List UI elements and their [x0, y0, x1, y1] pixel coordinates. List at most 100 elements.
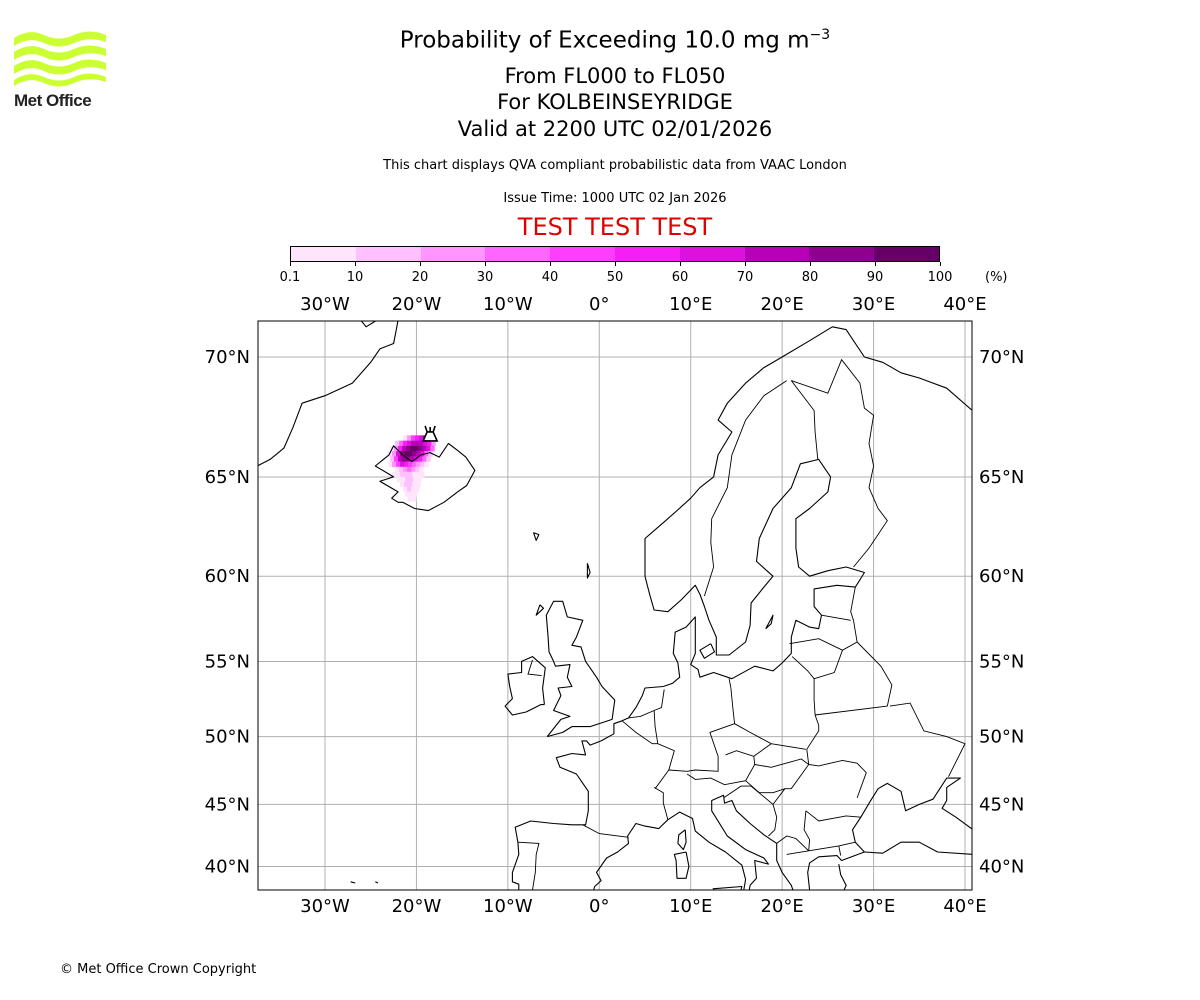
probability-cell — [415, 435, 420, 442]
country-border — [703, 380, 787, 597]
probability-cell — [403, 466, 408, 473]
colorbar-tick-label: 0.1 — [279, 270, 301, 285]
colorbar-tick-label: 80 — [801, 270, 819, 285]
probability-cell — [416, 451, 421, 457]
probability-cell — [399, 466, 404, 473]
coastline — [765, 614, 774, 630]
probability-cell — [408, 496, 413, 502]
lon-tick-label-top: 0° — [589, 294, 609, 315]
country-border — [621, 720, 658, 745]
country-border — [889, 702, 966, 777]
lon-tick-label-top: 20°E — [761, 294, 804, 315]
probability-cell — [415, 466, 420, 473]
country-border — [803, 810, 811, 851]
colorbar-tick-label: 70 — [736, 270, 754, 285]
probability-cell — [415, 486, 420, 492]
colorbar-bin — [614, 247, 680, 261]
probability-cell — [409, 491, 414, 497]
lat-tick-label-left: 50°N — [205, 727, 250, 748]
chart-title: Probability of Exceeding 10.0 mg m−3 — [0, 27, 1200, 54]
probability-cell — [426, 456, 431, 462]
country-border — [790, 380, 819, 460]
country-border — [821, 614, 851, 621]
colorbar-tick-label: 20 — [411, 270, 429, 285]
country-border — [728, 678, 732, 689]
lon-tick-label-top: 20°W — [392, 294, 442, 315]
coastline — [677, 829, 687, 851]
country-border — [786, 841, 856, 855]
country-border — [754, 758, 809, 768]
probability-cell — [411, 435, 416, 442]
probability-cell — [416, 481, 421, 488]
colorbar-tick — [550, 262, 551, 266]
probability-cell — [408, 481, 413, 488]
probability-cell — [404, 471, 409, 478]
probability-cell — [398, 445, 403, 452]
colorbar-tick-label: 10 — [346, 270, 364, 285]
probability-cell — [402, 445, 407, 452]
probability-cell — [396, 471, 401, 478]
colorbar-bin — [291, 247, 356, 261]
country-border — [582, 824, 629, 838]
flight-levels: From FL000 to FL050 — [504, 64, 726, 88]
probability-cell — [400, 461, 405, 468]
country-border — [686, 750, 756, 786]
axis-labels: 30°W 30°W 20°W 20°W 10°W 10°W 0° 0° 10°E 10°E 20°E… — [205, 294, 1025, 917]
colorbar-unit: (%) — [985, 270, 1008, 285]
probability-cell — [411, 466, 416, 473]
probability-cell — [416, 471, 421, 478]
valid-time: Valid at 2200 UTC 02/01/2026 — [457, 117, 773, 141]
lon-tick-label-top: 30°E — [852, 294, 895, 315]
probability-cell — [412, 471, 417, 478]
coastline — [545, 600, 616, 738]
map-frame — [257, 320, 973, 891]
probability-cell — [404, 481, 409, 488]
country-border — [805, 810, 861, 822]
probability-cell — [410, 456, 415, 462]
probability-cell — [403, 440, 408, 447]
probability-cell — [412, 481, 417, 488]
coastlines — [258, 321, 972, 890]
colorbar-tick-label: 30 — [476, 270, 494, 285]
probability-cell — [397, 476, 402, 483]
title-text: Probability of Exceeding 10.0 mg m — [399, 27, 810, 54]
probability-cell — [418, 456, 423, 462]
country-border — [517, 841, 540, 890]
probability-cell — [407, 486, 412, 492]
probability-cell — [396, 451, 401, 457]
probability-cell — [412, 496, 417, 502]
probability-cell — [405, 476, 410, 483]
lat-tick-label-left: 45°N — [205, 794, 250, 815]
met-office-logo — [14, 30, 106, 92]
logo-text: Met Office — [14, 91, 92, 110]
colorbar-tick-label: 60 — [671, 270, 689, 285]
country-border — [806, 587, 867, 799]
lat-tick-label-left: 60°N — [205, 566, 250, 587]
coastline — [838, 864, 847, 890]
probability-cell — [414, 456, 419, 462]
country-border — [654, 769, 670, 789]
probability-cell — [420, 471, 425, 478]
country-border — [753, 743, 772, 757]
probability-cell — [424, 461, 429, 468]
coastline — [350, 881, 356, 884]
coastline — [532, 532, 540, 541]
probability-cell — [423, 440, 428, 447]
country-border — [734, 723, 806, 750]
coastline — [711, 794, 794, 890]
colorbar-tick — [940, 262, 941, 266]
lat-tick-label-left: 70°N — [205, 347, 250, 368]
colorbar-bin — [744, 247, 810, 261]
probability-cell — [420, 461, 425, 468]
colorbar-tick — [680, 262, 681, 266]
coastline — [699, 643, 716, 659]
country-border — [776, 835, 810, 852]
lon-tick-label-top: 10°E — [669, 294, 712, 315]
volcano-name: For KOLBEINSEYRIDGE — [497, 90, 733, 114]
colorbar-tick-label: 50 — [606, 270, 624, 285]
probability-cell — [412, 461, 417, 468]
probability-cell — [392, 461, 397, 468]
country-border — [723, 785, 778, 837]
probability-cell — [408, 461, 413, 468]
